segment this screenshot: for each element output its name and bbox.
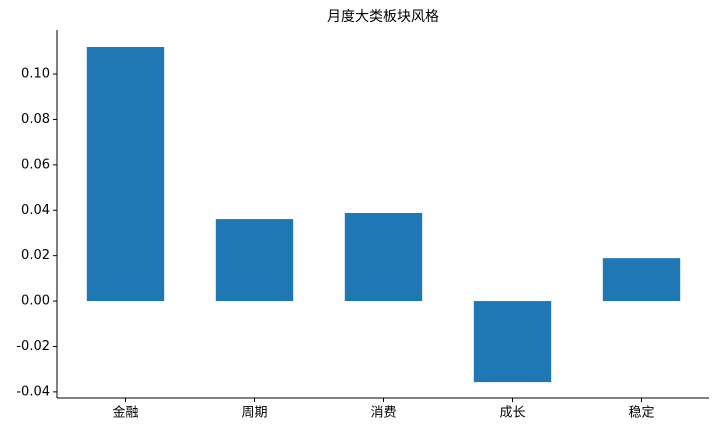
bar — [473, 301, 552, 383]
y-tick-label: -0.04 — [16, 384, 50, 399]
y-tick-label: -0.02 — [16, 339, 50, 354]
y-tick-label: 0.08 — [21, 112, 50, 127]
bar — [215, 219, 294, 302]
chart-title: 月度大类板块风格 — [327, 9, 439, 25]
y-tick-label: 0.06 — [21, 157, 50, 172]
bar — [86, 47, 165, 302]
y-tick-label: 0.04 — [21, 203, 50, 218]
x-tick-label: 金融 — [112, 405, 138, 421]
x-tick-label: 稳定 — [628, 405, 654, 421]
x-tick-label: 周期 — [241, 406, 267, 421]
y-tick-label: 0.02 — [21, 248, 50, 263]
bar — [344, 212, 423, 302]
y-tick-label: 0.00 — [21, 294, 50, 309]
x-tick-label: 成长 — [499, 406, 525, 421]
bar — [602, 258, 681, 302]
x-tick-label: 消费 — [370, 406, 396, 421]
y-tick-label: 0.10 — [21, 67, 50, 82]
